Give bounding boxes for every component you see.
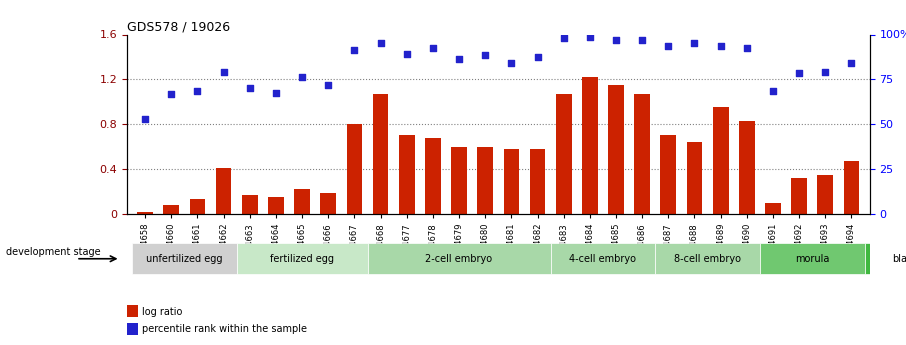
Text: fertilized egg: fertilized egg <box>270 254 334 264</box>
Bar <box>294 189 310 214</box>
Bar <box>321 193 336 214</box>
Bar <box>608 85 624 214</box>
Bar <box>530 149 545 214</box>
FancyBboxPatch shape <box>551 243 655 274</box>
Bar <box>739 121 755 214</box>
Bar <box>817 175 834 214</box>
Bar <box>189 199 206 214</box>
Bar <box>660 136 676 214</box>
Bar <box>556 94 572 214</box>
Point <box>713 43 728 48</box>
Text: blastocyst: blastocyst <box>892 254 906 264</box>
Bar <box>216 168 231 214</box>
Point <box>844 60 859 65</box>
Text: 2-cell embryo: 2-cell embryo <box>426 254 493 264</box>
FancyBboxPatch shape <box>864 243 906 274</box>
Point <box>269 90 284 96</box>
Bar <box>127 305 138 317</box>
Point <box>294 75 309 80</box>
Point <box>583 34 597 40</box>
Bar <box>766 203 781 214</box>
Bar <box>138 211 153 214</box>
Bar <box>399 136 415 214</box>
Point <box>217 69 231 74</box>
Point <box>373 41 388 46</box>
FancyBboxPatch shape <box>760 243 864 274</box>
Point <box>164 91 178 97</box>
Point <box>766 88 780 93</box>
Bar <box>268 197 284 214</box>
Bar <box>372 94 389 214</box>
Point <box>243 86 257 91</box>
Text: 8-cell embryo: 8-cell embryo <box>674 254 741 264</box>
Text: GDS578 / 19026: GDS578 / 19026 <box>127 20 230 33</box>
Bar <box>163 205 179 214</box>
Bar <box>451 147 467 214</box>
Point <box>688 41 702 46</box>
Text: log ratio: log ratio <box>141 307 182 317</box>
FancyBboxPatch shape <box>236 243 368 274</box>
Bar <box>582 77 598 214</box>
Text: morula: morula <box>795 254 829 264</box>
Point <box>321 82 335 88</box>
Bar <box>347 124 362 214</box>
Point <box>138 116 152 121</box>
Point <box>452 57 467 62</box>
Point <box>190 88 205 93</box>
Point <box>609 37 623 43</box>
Bar <box>477 147 493 214</box>
Point <box>635 37 650 43</box>
Point <box>556 35 571 41</box>
FancyBboxPatch shape <box>132 243 236 274</box>
Bar <box>843 161 859 214</box>
Point <box>739 45 754 51</box>
Text: 4-cell embryo: 4-cell embryo <box>570 254 636 264</box>
Bar <box>425 138 440 214</box>
Point <box>347 47 361 53</box>
Text: unfertilized egg: unfertilized egg <box>146 254 223 264</box>
Bar <box>242 195 257 214</box>
Bar <box>687 142 702 214</box>
Text: percentile rank within the sample: percentile rank within the sample <box>141 325 307 334</box>
Point <box>478 52 493 57</box>
Point <box>504 60 518 65</box>
Bar <box>127 323 138 335</box>
Point <box>400 51 414 56</box>
Bar <box>791 178 807 214</box>
FancyBboxPatch shape <box>655 243 760 274</box>
Point <box>792 70 806 76</box>
Bar <box>634 94 650 214</box>
Point <box>426 45 440 51</box>
Point <box>818 69 833 74</box>
Bar <box>713 107 728 214</box>
Point <box>661 43 676 48</box>
Text: development stage: development stage <box>6 247 101 257</box>
Point <box>530 54 545 60</box>
FancyBboxPatch shape <box>368 243 551 274</box>
Bar <box>504 149 519 214</box>
